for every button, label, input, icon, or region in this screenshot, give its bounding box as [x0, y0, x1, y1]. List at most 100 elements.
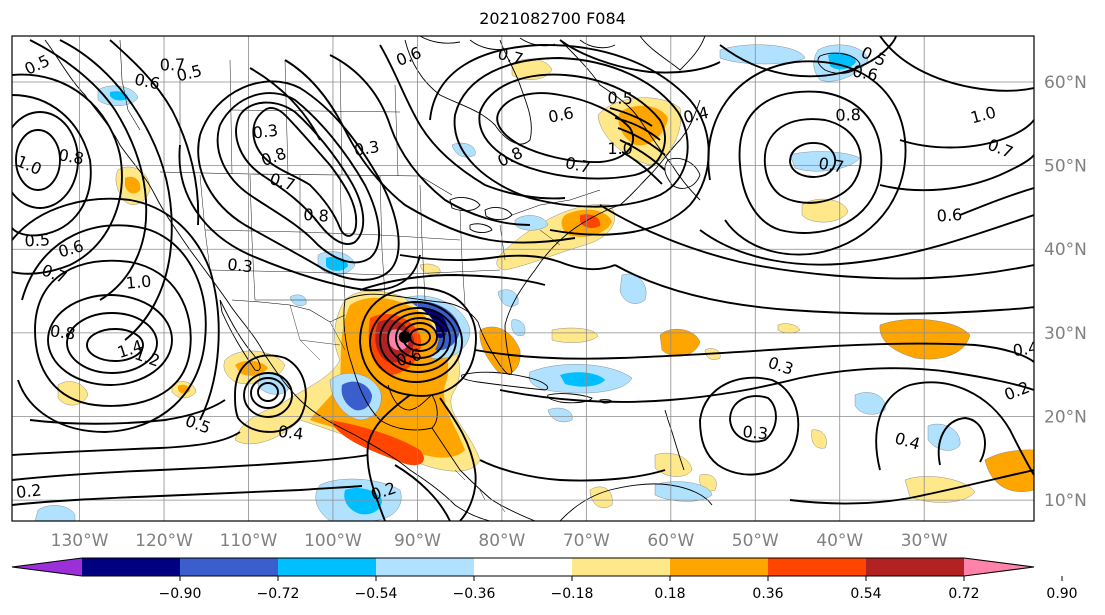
contour-label-21: 0.5	[607, 88, 633, 108]
contour-label-32: 0.7	[817, 154, 845, 177]
colorbar-ticks: −0.90 −0.72 −0.54 −0.36 −0.18 0.18 0.36 0.54 0.7…	[159, 576, 1078, 602]
shade-pacific-blue3	[34, 505, 76, 521]
contour-lab-6	[559, 39, 721, 74]
contour-label-37: 0.2	[15, 480, 42, 502]
colorbar-segment-1	[180, 558, 279, 576]
contour-lab-1	[496, 92, 635, 163]
contour-natl-5	[699, 214, 1034, 266]
shade-carib-blue	[547, 407, 573, 423]
lon-tick-label-10: 30°W	[901, 531, 948, 551]
shade-bc-orange	[125, 176, 141, 194]
lat-tick-label-3: 40°N	[1044, 240, 1087, 260]
contour-epac-6	[479, 459, 666, 482]
coast-great-lakes	[449, 197, 513, 233]
svg-text:0.3: 0.3	[353, 137, 381, 160]
map-frame	[11, 35, 1035, 522]
contour-label-1: 0.6	[133, 70, 162, 94]
contour-cus-6	[359, 274, 546, 291]
contour-wus-4	[197, 80, 400, 281]
coast-greenland	[639, 36, 706, 71]
svg-text:0.3: 0.3	[226, 255, 253, 277]
contour-lab-5	[609, 107, 666, 185]
shade-sw-blue	[289, 294, 307, 306]
contour-label-18: 0.3	[353, 137, 381, 160]
contour-npac-1	[15, 129, 61, 191]
colorbar-segment-7	[768, 558, 867, 576]
contour-label-13: 0.3	[226, 255, 253, 277]
coast-cuba	[461, 371, 549, 391]
contour-wus-5	[178, 144, 421, 292]
svg-text:0.5: 0.5	[24, 230, 50, 250]
coast-arctic-islands	[419, 36, 616, 51]
contour-epac-1	[12, 454, 369, 481]
coast-baja	[219, 299, 261, 371]
lat-tick-label-2: 30°N	[1044, 324, 1087, 344]
contour-lab-4	[429, 44, 710, 236]
contour-wus-3	[216, 92, 380, 264]
coast-south-america	[559, 483, 713, 521]
colorbar-segment-0	[82, 558, 181, 576]
svg-text:0.6: 0.6	[133, 70, 162, 94]
contour-wus-2	[235, 101, 365, 245]
contour-label-36: 0.4	[277, 422, 305, 444]
contour-label-14: 0.3	[252, 121, 280, 143]
contour-satl-3	[729, 395, 777, 443]
contour-label-43: 0.4	[893, 428, 923, 453]
contour-mex-3	[243, 372, 293, 418]
contour-natl-10	[959, 187, 1034, 216]
lon-tick-label-2: 110°W	[220, 531, 278, 551]
contour-label-25: 1.0	[607, 139, 632, 158]
contour-labels: 0.50.60.70.51.0 0.80.5 0.60.70.81.01.41.20…	[14, 43, 1040, 505]
contour-satl-5	[875, 381, 1034, 476]
colorbar-tick-label-7: 0.54	[850, 586, 881, 602]
map-background	[12, 36, 1034, 521]
shade-bahamas2	[560, 372, 605, 387]
shade-atl-orange3	[984, 449, 1034, 492]
contour-cyclone-6	[369, 301, 463, 383]
contour-natl-3	[738, 90, 883, 234]
coast-north-america-west	[44, 39, 491, 521]
colorbar-tick-label-6: 0.36	[752, 586, 783, 602]
shade-ne-blue	[514, 215, 549, 231]
contour-label-20: 0.7	[496, 44, 526, 69]
contour-natl-12	[614, 264, 1034, 315]
contour-natl-7	[879, 36, 1034, 92]
contour-cyclone-4	[387, 312, 451, 366]
colorbar-tick-label-1: −0.72	[257, 586, 300, 602]
svg-text:0.6: 0.6	[851, 61, 880, 85]
colorbar-tick-label-4: −0.18	[551, 586, 594, 602]
contour-label-41: 0.4	[1012, 338, 1040, 360]
contour-natl-1	[789, 142, 837, 178]
svg-text:0.5: 0.5	[607, 88, 633, 108]
svg-text:0.7: 0.7	[160, 55, 186, 74]
coast-antilles	[664, 409, 685, 471]
lon-tick-label-9: 40°W	[816, 531, 863, 551]
contour-epac-3	[12, 431, 241, 456]
contour-label-24: 0.7	[563, 153, 592, 177]
lon-tick-label-0: 130°W	[51, 531, 109, 551]
colorbar-segment-6	[670, 558, 769, 576]
lat-tick-label-4: 50°N	[1044, 157, 1087, 177]
contour-cyclone-5	[379, 307, 457, 373]
shade-atl-orange2	[879, 319, 971, 360]
colorbar	[11, 557, 1035, 577]
shade-ne-us-red	[580, 214, 601, 229]
colorbar-segment-8	[866, 558, 965, 576]
contour-satl-6	[937, 417, 986, 466]
lat-tick-label-1: 20°N	[1044, 407, 1087, 427]
latitude-labels: 10°N 20°N 30°N 40°N 50°N 60°N	[1044, 73, 1087, 511]
chart-title: 2021082700 F084	[479, 9, 626, 28]
shade-atl-orange1	[659, 328, 701, 357]
contour-pac-2	[66, 312, 158, 374]
border-central-am	[454, 469, 506, 513]
colorbar-tick-label-9: 0.90	[1046, 586, 1077, 602]
contour-label-3: 0.5	[175, 61, 204, 86]
svg-text:1.0: 1.0	[125, 272, 152, 293]
contour-npac-6	[59, 39, 173, 341]
contour-lab-3	[453, 57, 689, 208]
colorbar-tick-label-3: −0.36	[453, 586, 496, 602]
svg-text:0.4: 0.4	[1012, 338, 1040, 360]
contour-cus-3	[284, 59, 576, 244]
colorbar-tick-label-5: 0.18	[654, 586, 685, 602]
